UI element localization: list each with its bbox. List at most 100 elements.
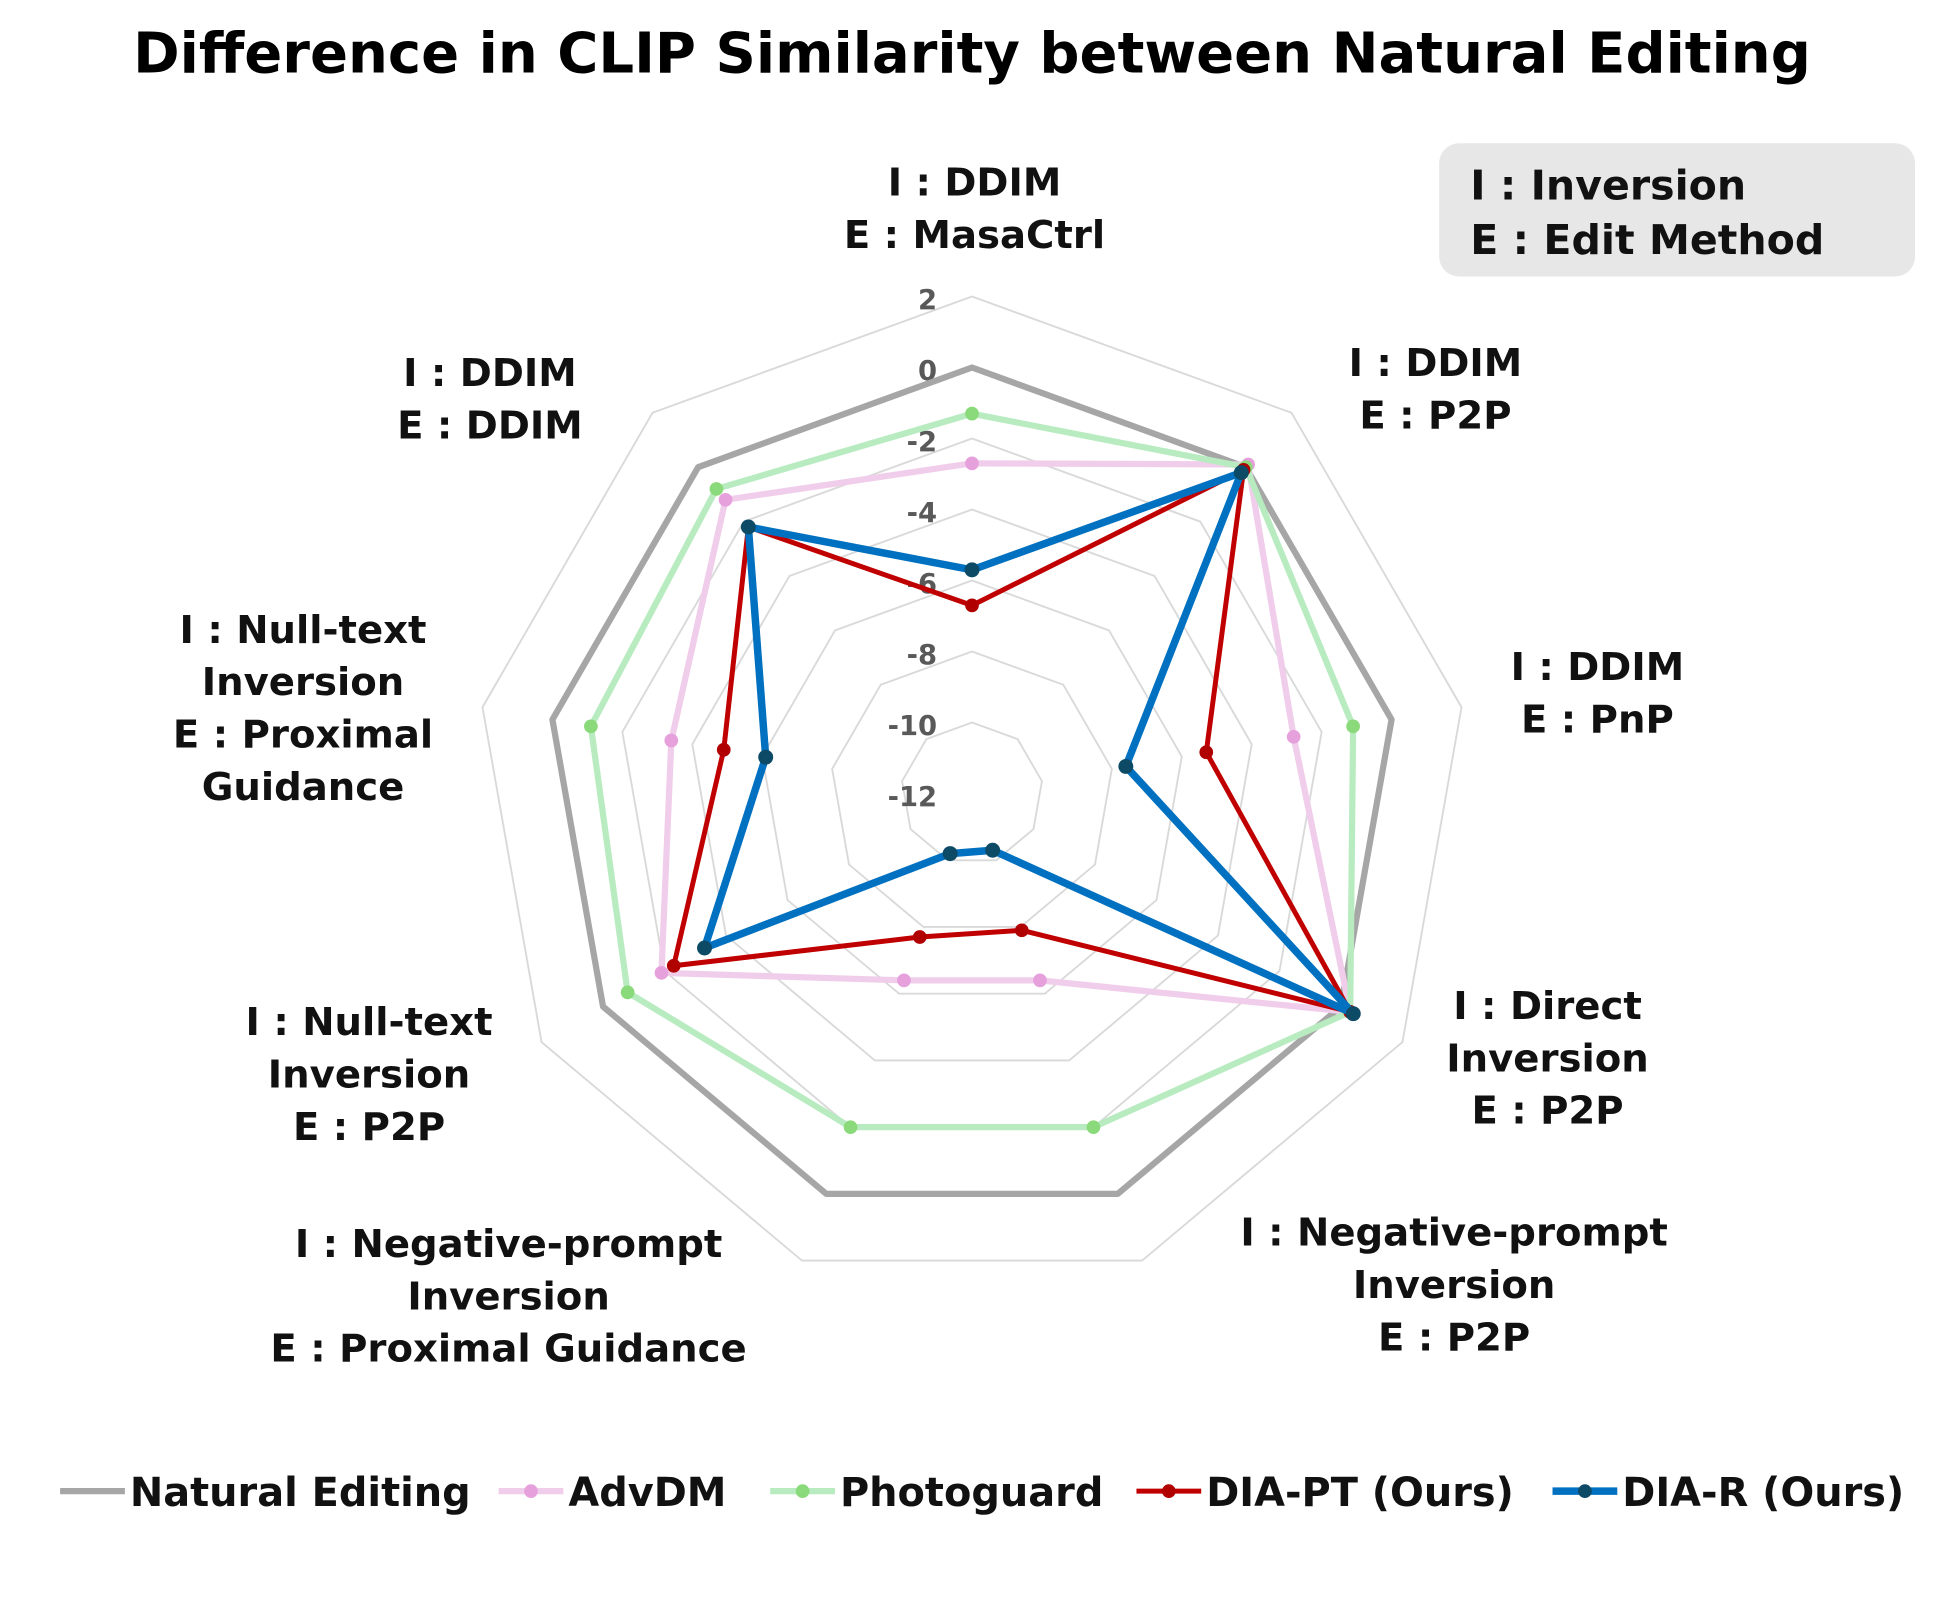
- legend-item: Natural Editing: [60, 1470, 471, 1516]
- data-point: [985, 842, 1001, 858]
- series-line: [700, 468, 1358, 1018]
- legend-item: DIA-R (Ours): [1552, 1470, 1904, 1516]
- tick-label: -12: [888, 782, 938, 813]
- tick-label: -4: [907, 498, 937, 529]
- legend-label: DIA-PT (Ours): [1206, 1470, 1514, 1516]
- tick-label: 2: [918, 285, 937, 316]
- tick-label: -8: [907, 640, 937, 671]
- axis-label: I : Negative-prompt Inversion E : Proximal…: [270, 1222, 746, 1372]
- axis-label: I : Direct Inversion E : P2P: [1446, 984, 1648, 1134]
- grid-ring: [481, 295, 1463, 1262]
- legend-label: DIA-R (Ours): [1622, 1470, 1904, 1516]
- data-point: [666, 958, 681, 973]
- axis-label-line: Inversion: [268, 1053, 470, 1098]
- data-point: [912, 930, 927, 944]
- data-point: [709, 482, 724, 496]
- axis-label-line: I : Direct: [1453, 984, 1642, 1029]
- series-natural-editing: [549, 364, 1395, 1198]
- legend-item: AdvDM: [498, 1470, 727, 1516]
- data-point: [965, 406, 979, 421]
- data-point: [897, 973, 911, 988]
- series-line: [671, 467, 1353, 1015]
- axis-label-line: I : Null-text: [246, 1000, 493, 1045]
- data-point: [664, 733, 679, 748]
- axis-label-line: Inversion: [1353, 1263, 1555, 1308]
- data-point: [654, 965, 669, 980]
- series-photoguard: [584, 406, 1360, 1135]
- axis-label-line: Inversion: [407, 1274, 609, 1319]
- data-point: [1346, 719, 1360, 734]
- axis-label-line: Inversion: [1446, 1036, 1648, 1081]
- axis-label-line: Inversion: [202, 660, 404, 705]
- data-point: [843, 1120, 858, 1135]
- series-line: [658, 460, 1354, 1016]
- series-line: [549, 364, 1395, 1198]
- legend-label: Photoguard: [840, 1470, 1103, 1516]
- grid-ring: [831, 650, 1113, 928]
- note-line-inversion: I : Inversion: [1470, 161, 1746, 209]
- radial-tick-labels: 20-2-4-6-8-10-12: [888, 285, 938, 813]
- legend-marker: [524, 1484, 538, 1499]
- legend-label: AdvDM: [568, 1470, 726, 1516]
- data-point: [965, 456, 979, 471]
- axis-label: I : DDIM E : P2P: [1349, 341, 1523, 438]
- grid-ring: [761, 579, 1183, 995]
- axis-label-line: E : Proximal: [173, 712, 433, 757]
- axis-label-line: I : DDIM: [888, 161, 1062, 206]
- tick-label: -10: [888, 711, 938, 742]
- series-lines: [549, 364, 1395, 1198]
- axis-label-line: I : Null-text: [180, 608, 427, 653]
- legend-marker: [795, 1484, 810, 1499]
- axis-label-line: E : PnP: [1521, 698, 1674, 743]
- data-point: [1199, 745, 1214, 760]
- data-point: [1345, 1006, 1361, 1022]
- axis-label-line: E : Proximal Guidance: [270, 1327, 746, 1372]
- axis-label-line: I : Negative-prompt: [1240, 1211, 1667, 1256]
- legend-item: Photoguard: [770, 1470, 1103, 1516]
- axis-label-line: I : DDIM: [1349, 341, 1523, 386]
- note-box: I : Inversion E : Edit Method: [1439, 143, 1916, 277]
- axis-label-line: E : P2P: [1378, 1315, 1530, 1360]
- axis-label: I : Null-text Inversion E : P2P: [246, 1000, 493, 1150]
- data-point: [1014, 923, 1029, 938]
- data-point: [740, 519, 756, 535]
- grid-ring: [691, 508, 1253, 1062]
- legend: Natural Editing AdvDM Photoguard DIA-PT (Ou…: [60, 1470, 1904, 1516]
- chart-title: Difference in CLIP Similarity between Na…: [133, 21, 1811, 86]
- data-point: [964, 562, 980, 578]
- legend-item: DIA-PT (Ours): [1136, 1470, 1514, 1516]
- legend-marker: [1578, 1484, 1592, 1499]
- data-point: [942, 846, 958, 862]
- note-line-edit-method: E : Edit Method: [1470, 216, 1824, 264]
- axis-label-line: E : P2P: [1359, 394, 1511, 439]
- series-advdm: [654, 456, 1358, 1019]
- radar-grid: [481, 295, 1463, 1262]
- data-point: [1286, 729, 1301, 744]
- series-dia-r-ours: [697, 465, 1361, 1022]
- axis-label-line: E : P2P: [293, 1105, 445, 1150]
- legend-label: Natural Editing: [130, 1470, 471, 1516]
- axis-label: I : Negative-prompt Inversion E : P2P: [1240, 1211, 1667, 1361]
- axis-label: I : DDIM E : PnP: [1511, 645, 1685, 742]
- grid-ring: [901, 721, 1043, 862]
- axis-label-line: Guidance: [202, 765, 405, 810]
- data-point: [1033, 973, 1047, 988]
- data-point: [758, 749, 774, 765]
- note-box-background: [1439, 143, 1916, 277]
- data-point: [1233, 465, 1249, 481]
- axis-label: I : DDIM E : DDIM: [397, 351, 583, 448]
- axis-label-line: I : Negative-prompt: [295, 1222, 722, 1267]
- data-point: [716, 742, 731, 757]
- axis-label-line: I : DDIM: [403, 351, 577, 396]
- data-point: [1086, 1120, 1101, 1135]
- data-point: [965, 598, 979, 613]
- legend-marker: [1161, 1484, 1176, 1499]
- axis-label: I : DDIM E : MasaCtrl: [844, 161, 1105, 258]
- axis-label-line: E : MasaCtrl: [844, 213, 1105, 258]
- axis-label-line: E : DDIM: [397, 404, 583, 449]
- axis-label-line: E : P2P: [1471, 1089, 1623, 1134]
- data-point: [620, 985, 635, 1000]
- series-line: [587, 410, 1357, 1131]
